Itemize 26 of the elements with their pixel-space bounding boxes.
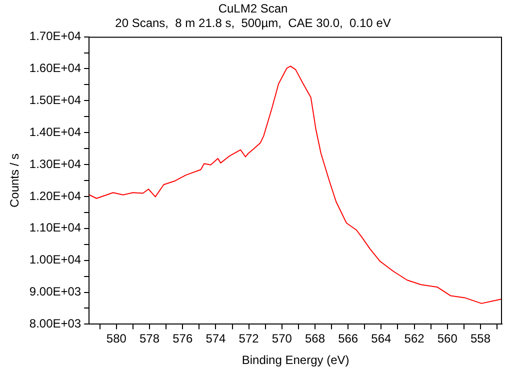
chart-title: CuLM2 Scan: [218, 2, 288, 16]
x-tick-label: 558: [470, 332, 491, 346]
y-axis-title: Counts / s: [8, 153, 22, 208]
x-tick-label: 562: [404, 332, 425, 346]
y-tick-label: 8.00E+03: [29, 316, 82, 331]
y-tick-label: 1.60E+04: [29, 61, 82, 76]
x-tick-label: 568: [304, 332, 326, 346]
x-tick-label: 564: [371, 332, 392, 346]
x-axis-title: Binding Energy (eV): [242, 353, 350, 368]
y-tick-label: 9.00E+03: [29, 284, 82, 299]
x-tick-label: 576: [172, 332, 193, 346]
y-tick-label: 1.30E+04: [29, 156, 82, 171]
y-tick-label: 1.00E+04: [29, 252, 82, 267]
x-tick-label: 566: [338, 332, 358, 346]
x-tick-label: 580: [106, 332, 127, 346]
y-tick-label: 1.20E+04: [29, 188, 82, 203]
y-tick-label: 1.40E+04: [29, 124, 82, 139]
y-tick-label: 1.70E+04: [29, 29, 82, 44]
x-tick-label: 560: [437, 332, 458, 346]
x-tick-label: 572: [238, 332, 260, 346]
y-tick-label: 1.10E+04: [29, 220, 82, 235]
x-tick-label: 570: [272, 332, 292, 346]
y-tick-label: 1.50E+04: [29, 92, 82, 107]
x-tick-label: 574: [206, 332, 226, 346]
x-tick-label: 578: [140, 332, 160, 346]
chart-subtitle: 20 Scans, 8 m 21.8 s, 500µm, CAE 30.0, 0.10 eV: [115, 16, 391, 30]
